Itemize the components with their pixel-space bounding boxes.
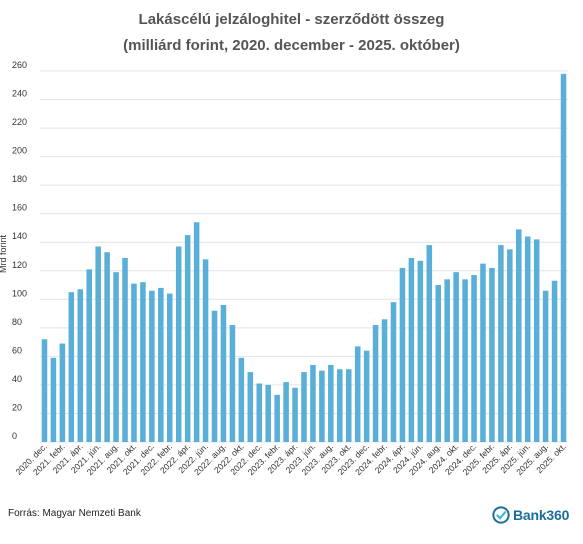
bar — [158, 287, 164, 442]
bar — [149, 290, 155, 442]
chart-subtitle: (milliárd forint, 2020. december - 2025.… — [123, 37, 460, 54]
chart-title: Lakáscélú jelzáloghitel - szerződött öss… — [138, 11, 445, 28]
bar — [337, 369, 343, 442]
bar — [95, 246, 101, 442]
bank360-logo: Bank360 — [492, 505, 569, 525]
bar — [471, 275, 477, 442]
y-tick-label: 60 — [12, 345, 22, 355]
bar — [408, 257, 415, 442]
logo-text: Bank360 — [513, 507, 570, 523]
y-tick-label: 140 — [12, 231, 27, 241]
bar-chart: 0 20 40 60 80 100 120 140 160 180 200 220 240 260 Mrd… — [0, 60, 568, 477]
bar — [453, 272, 459, 442]
bar — [560, 73, 567, 442]
bar — [283, 382, 289, 442]
bar — [516, 229, 522, 442]
bar — [104, 252, 110, 442]
bar — [166, 293, 173, 442]
bar — [211, 310, 218, 442]
bar — [202, 259, 209, 442]
bar — [363, 350, 370, 442]
y-axis-label: Mrd forint — [0, 235, 8, 274]
grid-lines — [40, 70, 568, 443]
y-tick-label: 80 — [12, 317, 22, 327]
y-tick-label: 240 — [12, 89, 27, 99]
bar — [435, 285, 442, 442]
bar — [426, 245, 433, 442]
bar — [390, 302, 397, 442]
y-tick-label: 180 — [12, 174, 27, 184]
bar — [354, 346, 361, 442]
y-tick-label: 200 — [12, 146, 27, 156]
bar — [292, 387, 298, 442]
bar — [310, 364, 316, 442]
bar — [77, 289, 84, 442]
y-tick-label: 260 — [12, 60, 27, 70]
bank360-logo-icon — [492, 506, 510, 524]
bar — [274, 394, 280, 442]
bar — [68, 292, 75, 442]
bar — [301, 372, 307, 442]
bar — [247, 372, 254, 442]
bar — [542, 290, 549, 442]
bar — [193, 222, 200, 442]
bar — [229, 324, 236, 442]
y-tick-label: 20 — [12, 402, 22, 412]
bar — [131, 283, 137, 442]
bar — [489, 267, 495, 442]
bar — [41, 339, 48, 442]
bar — [381, 319, 388, 442]
bar — [444, 279, 450, 442]
bar — [399, 267, 406, 442]
y-tick-label: 0 — [12, 431, 17, 441]
y-tick-label: 220 — [12, 117, 27, 127]
bar — [220, 305, 227, 442]
bar — [140, 282, 146, 442]
y-tick-label: 120 — [12, 260, 27, 270]
bar — [328, 364, 334, 442]
bar — [59, 343, 66, 442]
bar — [498, 245, 504, 442]
bar — [480, 263, 486, 442]
y-tick-label: 160 — [12, 203, 27, 213]
x-axis-ticks: 2020. dec.2021. febr.2021. ápr.2021. jún… — [13, 441, 568, 477]
bar — [265, 384, 271, 442]
bar — [238, 357, 245, 442]
bar — [551, 280, 558, 442]
bar — [507, 249, 513, 442]
bar — [256, 383, 263, 442]
y-axis-ticks: 0 20 40 60 80 100 120 140 160 180 200 220 240 260 — [12, 60, 27, 441]
bar — [175, 246, 182, 442]
bar — [345, 369, 352, 442]
bar — [86, 269, 92, 442]
y-tick-label: 100 — [12, 288, 27, 298]
bar — [319, 370, 325, 442]
source-note: Forrás: Magyar Nemzeti Bank — [8, 508, 141, 519]
bar — [417, 260, 424, 442]
bar — [184, 235, 191, 442]
bar — [50, 357, 57, 442]
bar — [462, 279, 468, 442]
bar — [533, 239, 540, 442]
y-tick-label: 40 — [12, 374, 22, 384]
bar — [122, 257, 128, 442]
bar — [372, 324, 379, 442]
bar — [524, 236, 531, 442]
bar — [113, 272, 119, 442]
bars — [41, 73, 567, 442]
